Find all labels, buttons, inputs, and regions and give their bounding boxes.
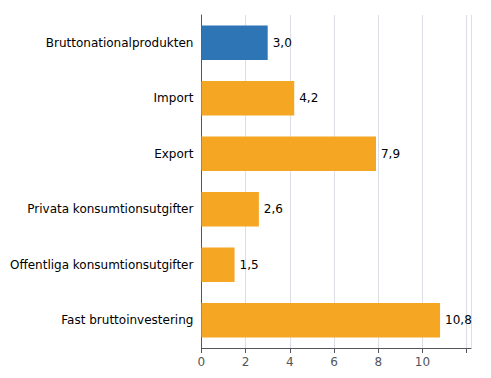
- svg-text:6: 6: [330, 355, 338, 369]
- svg-text:Fast bruttoinvestering: Fast bruttoinvestering: [61, 313, 193, 327]
- svg-text:7,9: 7,9: [381, 147, 400, 161]
- svg-text:8: 8: [374, 355, 382, 369]
- svg-text:4: 4: [286, 355, 294, 369]
- svg-text:10,8: 10,8: [445, 313, 472, 327]
- svg-text:2,6: 2,6: [264, 202, 283, 216]
- svg-text:4,2: 4,2: [299, 91, 318, 105]
- svg-text:Export: Export: [154, 147, 194, 161]
- svg-text:10: 10: [415, 355, 430, 369]
- svg-text:Privata konsumtionsutgifter: Privata konsumtionsutgifter: [27, 202, 193, 216]
- svg-text:Bruttonationalprodukten: Bruttonationalprodukten: [46, 36, 194, 50]
- svg-text:2: 2: [242, 355, 250, 369]
- svg-text:Import: Import: [154, 91, 194, 105]
- svg-text:Offentliga konsumtionsutgifter: Offentliga konsumtionsutgifter: [10, 258, 193, 272]
- svg-text:3,0: 3,0: [273, 36, 292, 50]
- svg-text:0: 0: [198, 355, 206, 369]
- svg-text:1,5: 1,5: [240, 258, 259, 272]
